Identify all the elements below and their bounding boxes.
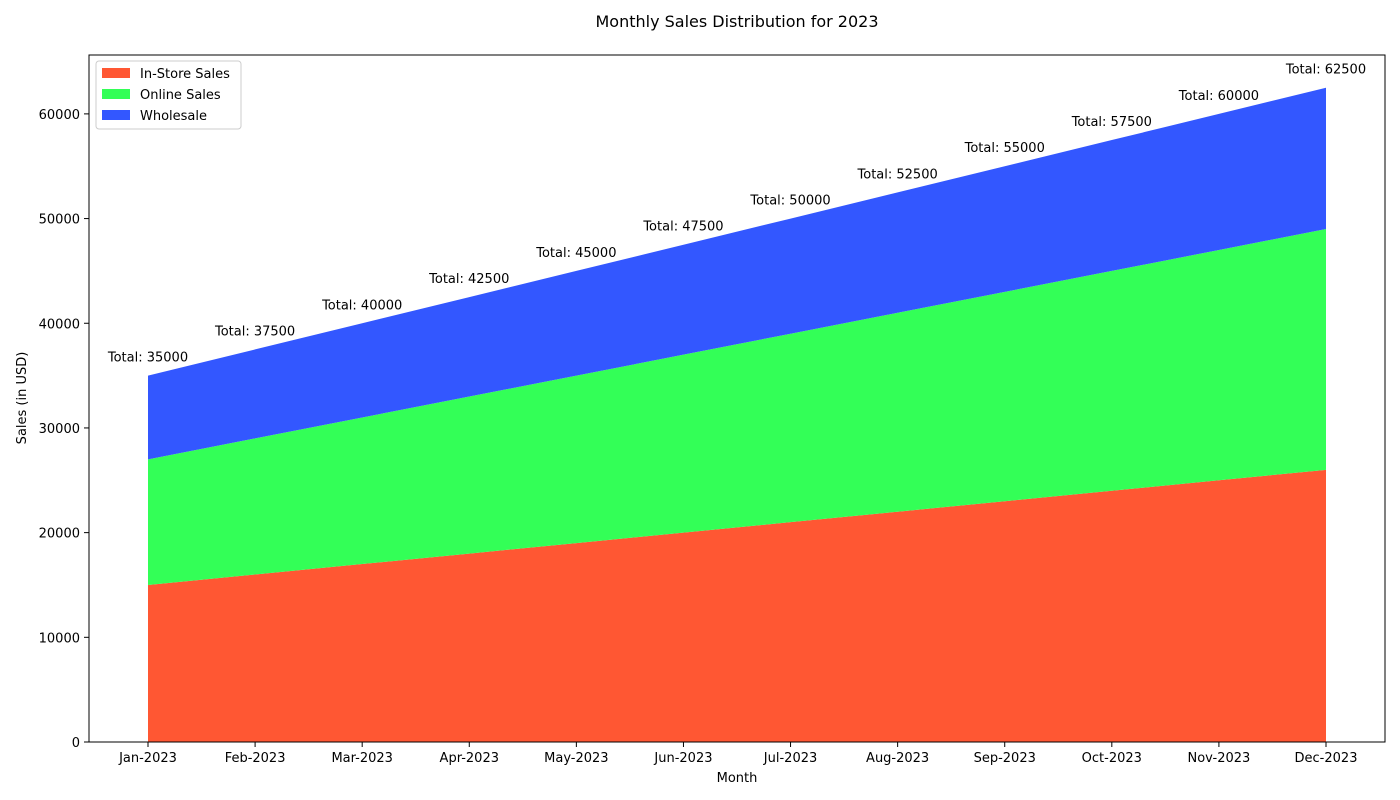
y-tick-label: 30000 [39,422,80,437]
x-tick-label: Mar-2023 [331,751,392,766]
legend: In-Store Sales Online Sales Wholesale [95,60,242,130]
x-tick-label: Apr-2023 [440,751,499,766]
y-tick-label: 0 [72,736,80,751]
legend-box [95,60,242,130]
area-layers [148,87,1326,742]
area-online-sales [148,229,1326,585]
y-tick-label: 60000 [39,108,80,123]
x-tick-label: Jun-2023 [653,751,712,766]
legend-swatch [102,110,130,120]
y-axis-label: Sales (in USD) [15,352,30,445]
x-tick-label: Aug-2023 [866,751,929,766]
x-tick-label: Jul-2023 [763,751,817,766]
x-axis-label: Month [717,771,758,786]
total-annotation: Total: 50000 [749,194,830,209]
plot-frame [88,54,1386,743]
legend-swatch [102,89,130,99]
total-annotation: Total: 60000 [1178,89,1259,104]
total-annotation: Total: 45000 [535,246,616,261]
y-tick-label: 20000 [39,527,80,542]
x-tick-label: Oct-2023 [1082,751,1142,766]
legend-label: Wholesale [140,109,207,124]
legend-swatch [102,68,130,78]
x-tick-label: Nov-2023 [1188,751,1251,766]
total-annotation: Total: 55000 [964,141,1045,156]
total-annotation: Total: 35000 [107,351,188,366]
x-tick-label: Dec-2023 [1295,751,1358,766]
chart-title: Monthly Sales Distribution for 2023 [595,12,878,31]
x-tick-label: Feb-2023 [225,751,286,766]
x-tick-label: May-2023 [544,751,608,766]
area-wholesale [148,87,1326,460]
total-annotation: Total: 37500 [214,324,295,339]
y-tick-label: 40000 [39,317,80,332]
x-tick-label: Sep-2023 [974,751,1036,766]
x-axis: Jan-2023 Feb-2023 Mar-2023 Apr-2023 May-2023… [118,742,1357,766]
y-axis: 0 10000 20000 30000 40000 50000 60000 [39,108,89,751]
total-annotation: Total: 42500 [428,272,509,287]
total-annotation: Total: 52500 [857,167,938,182]
total-annotation: Total: 47500 [642,220,723,235]
legend-label: Online Sales [140,88,221,103]
legend-label: In-Store Sales [140,67,230,82]
y-tick-label: 10000 [39,631,80,646]
total-annotation: Total: 40000 [321,298,402,313]
total-annotations: Total: 35000 Total: 37500 Total: 40000 Tota… [107,63,1366,366]
area-in-store-sales [148,469,1326,742]
x-tick-label: Jan-2023 [118,751,177,766]
total-annotation: Total: 57500 [1071,115,1152,130]
total-annotation: Total: 62500 [1285,63,1366,78]
y-tick-label: 50000 [39,213,80,228]
